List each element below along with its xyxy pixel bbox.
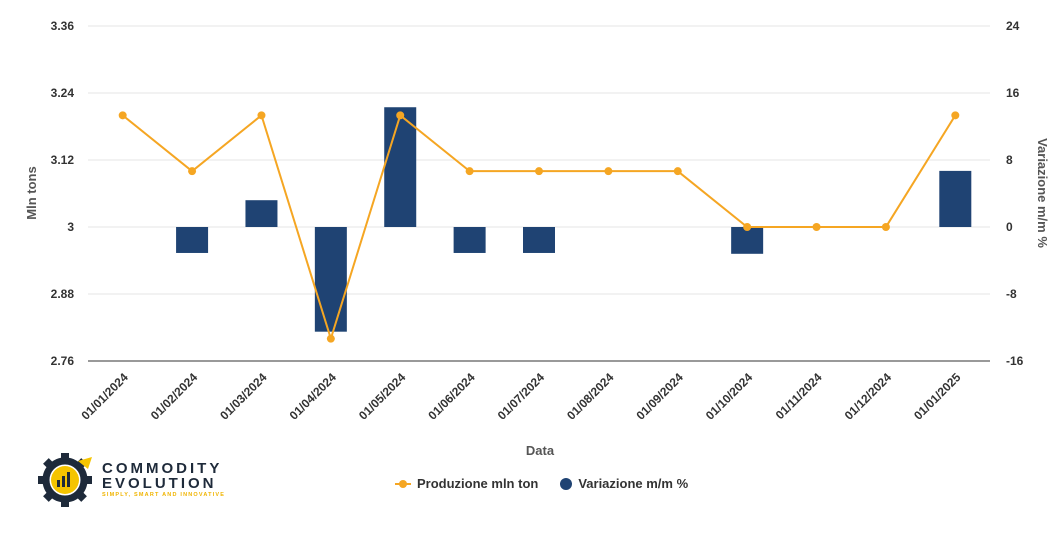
- point-produzione[interactable]: [326, 334, 335, 343]
- chart-legend: Produzione mln ton Variazione m/m %: [395, 476, 688, 491]
- x-tick-label: 01/11/2024: [773, 370, 825, 422]
- legend-dot-marker: [560, 477, 573, 490]
- gear-chart-logo-icon: [38, 453, 92, 507]
- right-tick-label: -8: [1006, 287, 1017, 301]
- legend-item-variazione[interactable]: Variazione m/m %: [560, 476, 688, 491]
- point-produzione[interactable]: [812, 223, 821, 231]
- point-produzione[interactable]: [535, 167, 543, 176]
- bar-variazione[interactable]: [176, 227, 209, 253]
- bar-variazione[interactable]: [453, 227, 486, 253]
- bar-variazione[interactable]: [245, 200, 278, 227]
- bar-variazione[interactable]: [939, 170, 972, 227]
- x-tick-label: 01/04/2024: [287, 370, 340, 423]
- logo-tagline: SIMPLY, SMART AND INNOVATIVE: [102, 492, 226, 499]
- x-tick-label: 01/06/2024: [425, 370, 478, 423]
- left-tick-label: 3: [67, 220, 74, 234]
- x-tick-label: 01/09/2024: [634, 370, 687, 423]
- x-tick-label: 01/08/2024: [564, 370, 617, 423]
- legend-label-variazione: Variazione m/m %: [578, 476, 689, 491]
- point-produzione[interactable]: [951, 111, 960, 120]
- x-tick-label: 01/03/2024: [217, 370, 270, 423]
- x-axis-title: Data: [526, 443, 555, 458]
- point-produzione[interactable]: [673, 167, 682, 176]
- point-produzione[interactable]: [881, 223, 890, 231]
- point-produzione[interactable]: [257, 111, 266, 120]
- legend-label-produzione: Produzione mln ton: [417, 476, 539, 491]
- bar-variazione[interactable]: [384, 107, 417, 227]
- right-tick-label: 16: [1006, 86, 1020, 100]
- x-tick-label: 01/05/2024: [356, 370, 409, 423]
- bar-variazione[interactable]: [731, 227, 764, 254]
- x-tick-label: 01/01/2024: [78, 370, 131, 423]
- brand-logo: COMMODITY EVOLUTION SIMPLY, SMART AND IN…: [38, 453, 225, 507]
- bar-variazione[interactable]: [314, 227, 347, 332]
- left-tick-label: 3.36: [51, 19, 75, 33]
- point-produzione[interactable]: [604, 167, 613, 176]
- point-produzione[interactable]: [743, 223, 752, 231]
- x-tick-label: 01/07/2024: [495, 370, 548, 423]
- point-produzione[interactable]: [118, 111, 127, 120]
- right-tick-label: -16: [1006, 354, 1024, 368]
- left-tick-label: 3.24: [51, 86, 75, 100]
- logo-line1: COMMODITY: [102, 460, 223, 478]
- right-tick-label: 0: [1006, 220, 1013, 234]
- point-produzione[interactable]: [465, 167, 474, 176]
- bar-variazione[interactable]: [523, 227, 555, 253]
- x-tick-label: 01/10/2024: [703, 370, 756, 423]
- logo-text: COMMODITY EVOLUTION SIMPLY, SMART AND IN…: [102, 461, 225, 499]
- right-tick-label: 24: [1006, 19, 1020, 33]
- left-tick-label: 2.88: [51, 287, 75, 301]
- legend-item-produzione[interactable]: Produzione mln ton: [395, 476, 538, 491]
- left-tick-label: 2.76: [51, 354, 75, 368]
- logo-line2: EVOLUTION: [102, 475, 217, 493]
- legend-line-marker: [395, 479, 411, 488]
- right-axis-title: Variazione m/m %: [1035, 138, 1050, 248]
- x-tick-label: 01/12/2024: [842, 370, 895, 423]
- point-produzione[interactable]: [396, 111, 405, 120]
- left-tick-label: 3.12: [51, 153, 75, 167]
- left-axis-title: Mln tons: [24, 166, 39, 219]
- point-produzione[interactable]: [188, 167, 197, 176]
- right-tick-label: 8: [1006, 153, 1013, 167]
- x-tick-label: 01/02/2024: [148, 370, 201, 423]
- x-tick-label: 01/01/2025: [911, 370, 964, 423]
